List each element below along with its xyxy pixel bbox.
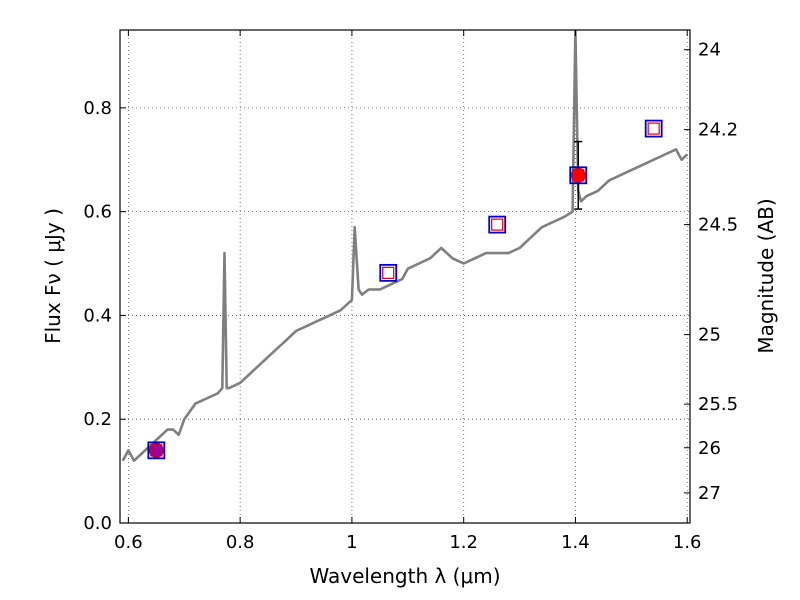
y2-tick-label: 26 [698,438,721,459]
observed-point [148,442,164,458]
y2-tick-label: 25 [698,325,721,346]
y-axis-label: Flux Fν ( μJy ) [41,208,65,344]
model-box-inner [572,169,585,182]
model-box-inner [382,266,395,279]
y-tick-label: 0.6 [83,202,112,223]
x-tick-label: 1 [346,532,357,553]
data-layer [121,30,689,463]
model-box-inner [150,444,163,457]
y2-tick-label: 24 [698,40,721,61]
x-tick-label: 1.4 [561,532,590,553]
x-tick-label: 1.6 [673,532,702,553]
model-box-inner [491,218,504,231]
model-box-inner [647,122,660,135]
y2-tick-label: 25.5 [698,394,738,415]
model-box-outer [147,441,166,460]
x-tick-label: 1.2 [449,532,478,553]
tick-layer: 0.6 0.8 1 1.2 1.4 1.6 0.0 0.2 0.4 0.6 0.8 24 24.2 24.… [83,30,738,553]
y2-tick-label: 24.5 [698,215,738,236]
plot-frame [119,29,691,524]
y-tick-label: 0.8 [83,98,112,119]
y2-tick-label: 27 [698,483,721,504]
y2-tick-label: 24.2 [698,120,738,141]
model-box-outer [569,166,588,185]
model-box-outer [488,215,507,234]
model-box-outer [379,263,398,282]
y2-axis-label: Magnitude (AB) [754,198,778,353]
x-axis-label: Wavelength λ (μm) [309,564,500,588]
spectrum-line [121,30,689,463]
y-tick-label: 0.2 [83,409,112,430]
x-tick-label: 0.8 [226,532,255,553]
model-box-outer [644,119,663,138]
observed-point [570,167,586,183]
y-tick-label: 0.4 [83,305,112,326]
x-tick-label: 0.6 [114,532,143,553]
y-tick-label: 0.0 [83,513,112,534]
